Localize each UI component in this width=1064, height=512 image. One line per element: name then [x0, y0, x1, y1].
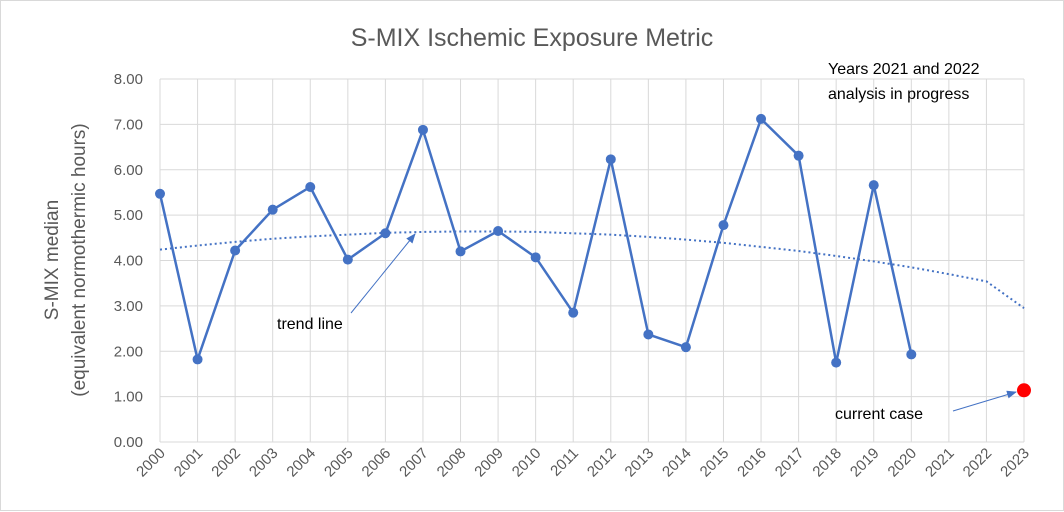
x-tick-label: 2010: [509, 445, 545, 481]
x-tick-label: 2003: [246, 445, 282, 481]
data-point: [568, 307, 579, 318]
data-point: [643, 329, 654, 340]
data-point: [605, 154, 616, 165]
trend-line-arrow: [350, 233, 416, 314]
y-tick-label: 4.00: [114, 253, 143, 270]
x-tick-label: 2011: [547, 445, 582, 480]
x-tick-label: 2015: [697, 445, 733, 481]
data-point: [267, 204, 278, 215]
series-layer: [155, 113, 1031, 398]
x-tick-label: 2017: [772, 445, 808, 481]
data-point: [342, 254, 353, 265]
x-tick-label: 2007: [396, 445, 432, 481]
current-case-arrow: [952, 390, 1017, 412]
data-point: [230, 245, 241, 256]
chart-title: S-MIX Ischemic Exposure Metric: [351, 24, 714, 52]
y-tick-label: 5.00: [114, 207, 143, 224]
x-tick-label: 2005: [321, 445, 357, 481]
y-tick-label: 3.00: [114, 298, 143, 315]
x-tick-label: 2022: [960, 445, 996, 481]
data-point: [868, 180, 879, 191]
current-case-point: [1017, 383, 1031, 398]
x-tick-label: 2009: [471, 445, 507, 481]
progress-note-line1: Years 2021 and 2022: [828, 61, 980, 78]
y-axis-label-line2: (equivalent normothermic hours): [69, 123, 90, 397]
data-point: [305, 181, 316, 192]
data-point: [417, 124, 428, 135]
x-tick-label: 2014: [659, 445, 695, 481]
current-case-label: current case: [835, 406, 923, 423]
trend-layer: [159, 230, 1025, 309]
data-point: [906, 349, 917, 360]
data-point: [380, 228, 391, 239]
y-axis-label-line1: S-MIX median: [42, 200, 63, 320]
y-tick-label: 1.00: [114, 389, 143, 406]
x-tick-label: 2019: [847, 445, 883, 481]
data-point: [155, 188, 165, 199]
data-point: [192, 354, 203, 365]
y-tick-label: 6.00: [114, 162, 143, 179]
x-tick-label: 2021: [922, 445, 958, 481]
x-tick-label: 2016: [734, 445, 770, 481]
data-point: [756, 113, 767, 124]
x-tick-label: 2013: [622, 445, 658, 481]
data-point: [493, 226, 504, 237]
data-point: [455, 246, 466, 257]
y-tick-label: 2.00: [114, 343, 143, 360]
x-tick-label: 2001: [171, 445, 207, 481]
y-tick-label: 0.00: [114, 434, 143, 451]
progress-note-line2: analysis in progress: [828, 86, 969, 103]
data-point: [793, 150, 804, 161]
trend-line-label: trend line: [277, 316, 343, 333]
x-tick-label: 2012: [584, 445, 620, 481]
trend-line: [159, 230, 1025, 309]
data-point: [530, 252, 541, 263]
y-tick-label: 8.00: [114, 71, 143, 88]
data-point: [680, 342, 691, 353]
x-tick-label: 2023: [997, 445, 1033, 481]
data-point: [718, 220, 729, 231]
data-point: [831, 357, 842, 368]
x-tick-label: 2004: [283, 445, 319, 481]
x-tick-label: 2018: [809, 445, 845, 481]
x-tick-label: 2002: [208, 445, 244, 481]
grid-layer: [159, 78, 1025, 443]
x-tick-label: 2008: [434, 445, 470, 481]
x-tick-label: 2006: [359, 445, 395, 481]
x-tick-label: 2020: [885, 445, 921, 481]
y-tick-label: 7.00: [114, 116, 143, 133]
